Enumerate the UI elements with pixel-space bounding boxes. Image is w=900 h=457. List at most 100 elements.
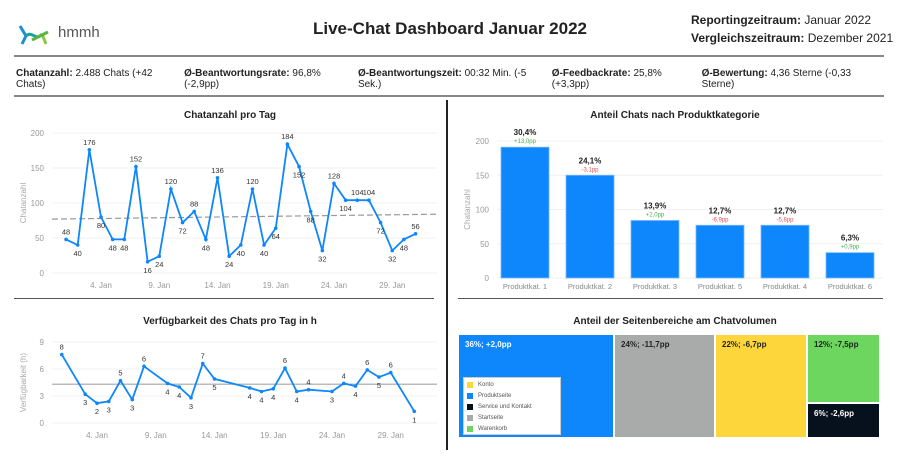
- data-label: 4: [177, 391, 181, 400]
- bar: [500, 146, 550, 279]
- vertical-divider: [446, 100, 448, 450]
- data-label: 72: [376, 227, 384, 236]
- kpi-bar: Chatanzahl: 2.488 Chats (+42 Chats) Ø-Be…: [16, 68, 886, 90]
- data-point: [118, 378, 123, 383]
- bar: [565, 174, 615, 279]
- data-point: [388, 370, 393, 375]
- data-point: [189, 396, 193, 400]
- data-point: [180, 220, 185, 225]
- data-label: 3: [189, 402, 193, 411]
- data-point: [130, 397, 135, 402]
- data-label: 120: [165, 177, 178, 186]
- kpi-label: Ø-Bewertung:: [701, 68, 768, 79]
- tile-label: 12%; -7,5pp: [814, 340, 859, 349]
- x-tick-label: Produktkat. 6: [828, 282, 872, 291]
- share-label: 12,7%: [774, 206, 797, 215]
- data-point: [227, 254, 231, 258]
- data-point: [169, 187, 173, 191]
- legend-item: Konto: [467, 379, 560, 390]
- kpi-label: Chatanzahl:: [16, 68, 73, 79]
- bar: [630, 220, 680, 279]
- legend-swatch-icon: [467, 392, 473, 399]
- data-label: 4: [353, 390, 357, 399]
- data-point: [177, 385, 182, 389]
- x-tick-label: 14. Jan: [201, 431, 227, 440]
- data-label: 88: [190, 199, 198, 208]
- data-label: 48: [202, 243, 210, 252]
- data-point: [99, 215, 103, 219]
- x-tick-label: 4. Jan: [90, 281, 112, 290]
- kpi-chatanzahl: Chatanzahl: 2.488 Chats (+42 Chats): [16, 68, 184, 90]
- reporting-value: Januar 2022: [804, 13, 872, 27]
- data-point: [259, 389, 264, 394]
- x-tick-label: 29. Jan: [378, 431, 404, 440]
- treemap-tile-service-und-kontakt[interactable]: 6%; -2,6pp: [807, 403, 880, 438]
- change-label: -5,8pp: [776, 217, 794, 223]
- data-label: 40: [260, 249, 268, 258]
- treemap-tile-warenkorb[interactable]: 12%; -7,5pp: [807, 334, 880, 403]
- treemap-tile-konto[interactable]: 22%; -6,7pp: [715, 334, 807, 438]
- share-label: 13,9%: [644, 201, 667, 210]
- legend-label: Startseite: [478, 414, 504, 421]
- data-label: 40: [74, 249, 82, 258]
- comparison-period: Vergleichszeitraum: Dezember 2021: [691, 31, 893, 45]
- data-label: 6: [283, 356, 287, 365]
- divider: [14, 298, 434, 299]
- data-label: 32: [388, 255, 396, 264]
- data-point: [402, 237, 406, 242]
- y-axis-label: Verfügbarkeit (h): [19, 353, 28, 412]
- data-point: [157, 254, 162, 258]
- data-point: [215, 176, 220, 180]
- data-point: [390, 248, 395, 253]
- data-point: [413, 232, 418, 236]
- data-label: 8: [60, 343, 64, 352]
- chart-title-availability: Verfügbarkeit des Chats pro Tag in h: [143, 316, 317, 327]
- y-tick-label: 0: [485, 274, 490, 283]
- data-label: 152: [130, 155, 143, 164]
- data-label: 120: [246, 177, 259, 186]
- data-point: [306, 387, 311, 392]
- legend-label: Service und Kontakt: [478, 403, 532, 410]
- data-point: [192, 209, 196, 214]
- data-point: [320, 248, 325, 253]
- x-tick-label: 4. Jan: [86, 431, 108, 440]
- x-tick-label: 29. Jan: [379, 281, 405, 290]
- data-label: 80: [97, 221, 105, 230]
- y-tick-label: 150: [31, 164, 45, 173]
- data-label: 7: [201, 352, 205, 361]
- treemap-tile-startseite[interactable]: 24%; -11,7pp: [614, 334, 715, 438]
- data-point: [273, 226, 278, 230]
- share-label: 6,3%: [841, 234, 859, 243]
- kpi-value: 4,36 Sterne (-0,33 Sterne): [701, 68, 852, 90]
- change-label: -6,9pp: [711, 217, 729, 223]
- data-point: [365, 368, 370, 372]
- legend-swatch-icon: [467, 403, 473, 410]
- data-point: [204, 237, 208, 242]
- data-label: 16: [143, 266, 151, 275]
- legend-label: Produktseite: [478, 392, 512, 399]
- series-line: [60, 354, 416, 412]
- legend-item: Startseite: [467, 412, 560, 423]
- x-tick-label: 9. Jan: [145, 431, 167, 440]
- data-point: [134, 164, 138, 169]
- data-label: 24: [225, 260, 233, 269]
- chart-title-chats-per-day: Chatanzahl pro Tag: [183, 110, 277, 121]
- y-axis-label: Chatanzahl: [19, 183, 28, 224]
- data-label: 24: [155, 260, 163, 269]
- share-label: 24,1%: [579, 156, 602, 165]
- legend-swatch-icon: [467, 425, 473, 432]
- change-label: +0,9pp: [841, 245, 860, 251]
- data-label: 48: [120, 243, 128, 252]
- data-label: 4: [271, 393, 275, 402]
- tile-label: 6%; -2,6pp: [814, 409, 855, 418]
- data-label: 48: [108, 243, 116, 252]
- data-label: 48: [400, 243, 408, 252]
- kpi-value: 00:32 Min. (-5 Sek.): [357, 68, 527, 90]
- data-point: [330, 389, 334, 394]
- change-label: +2,0pp: [646, 212, 665, 218]
- data-label: 32: [318, 255, 326, 264]
- y-tick-label: 9: [40, 338, 45, 347]
- data-point: [377, 375, 381, 379]
- data-point: [343, 198, 348, 202]
